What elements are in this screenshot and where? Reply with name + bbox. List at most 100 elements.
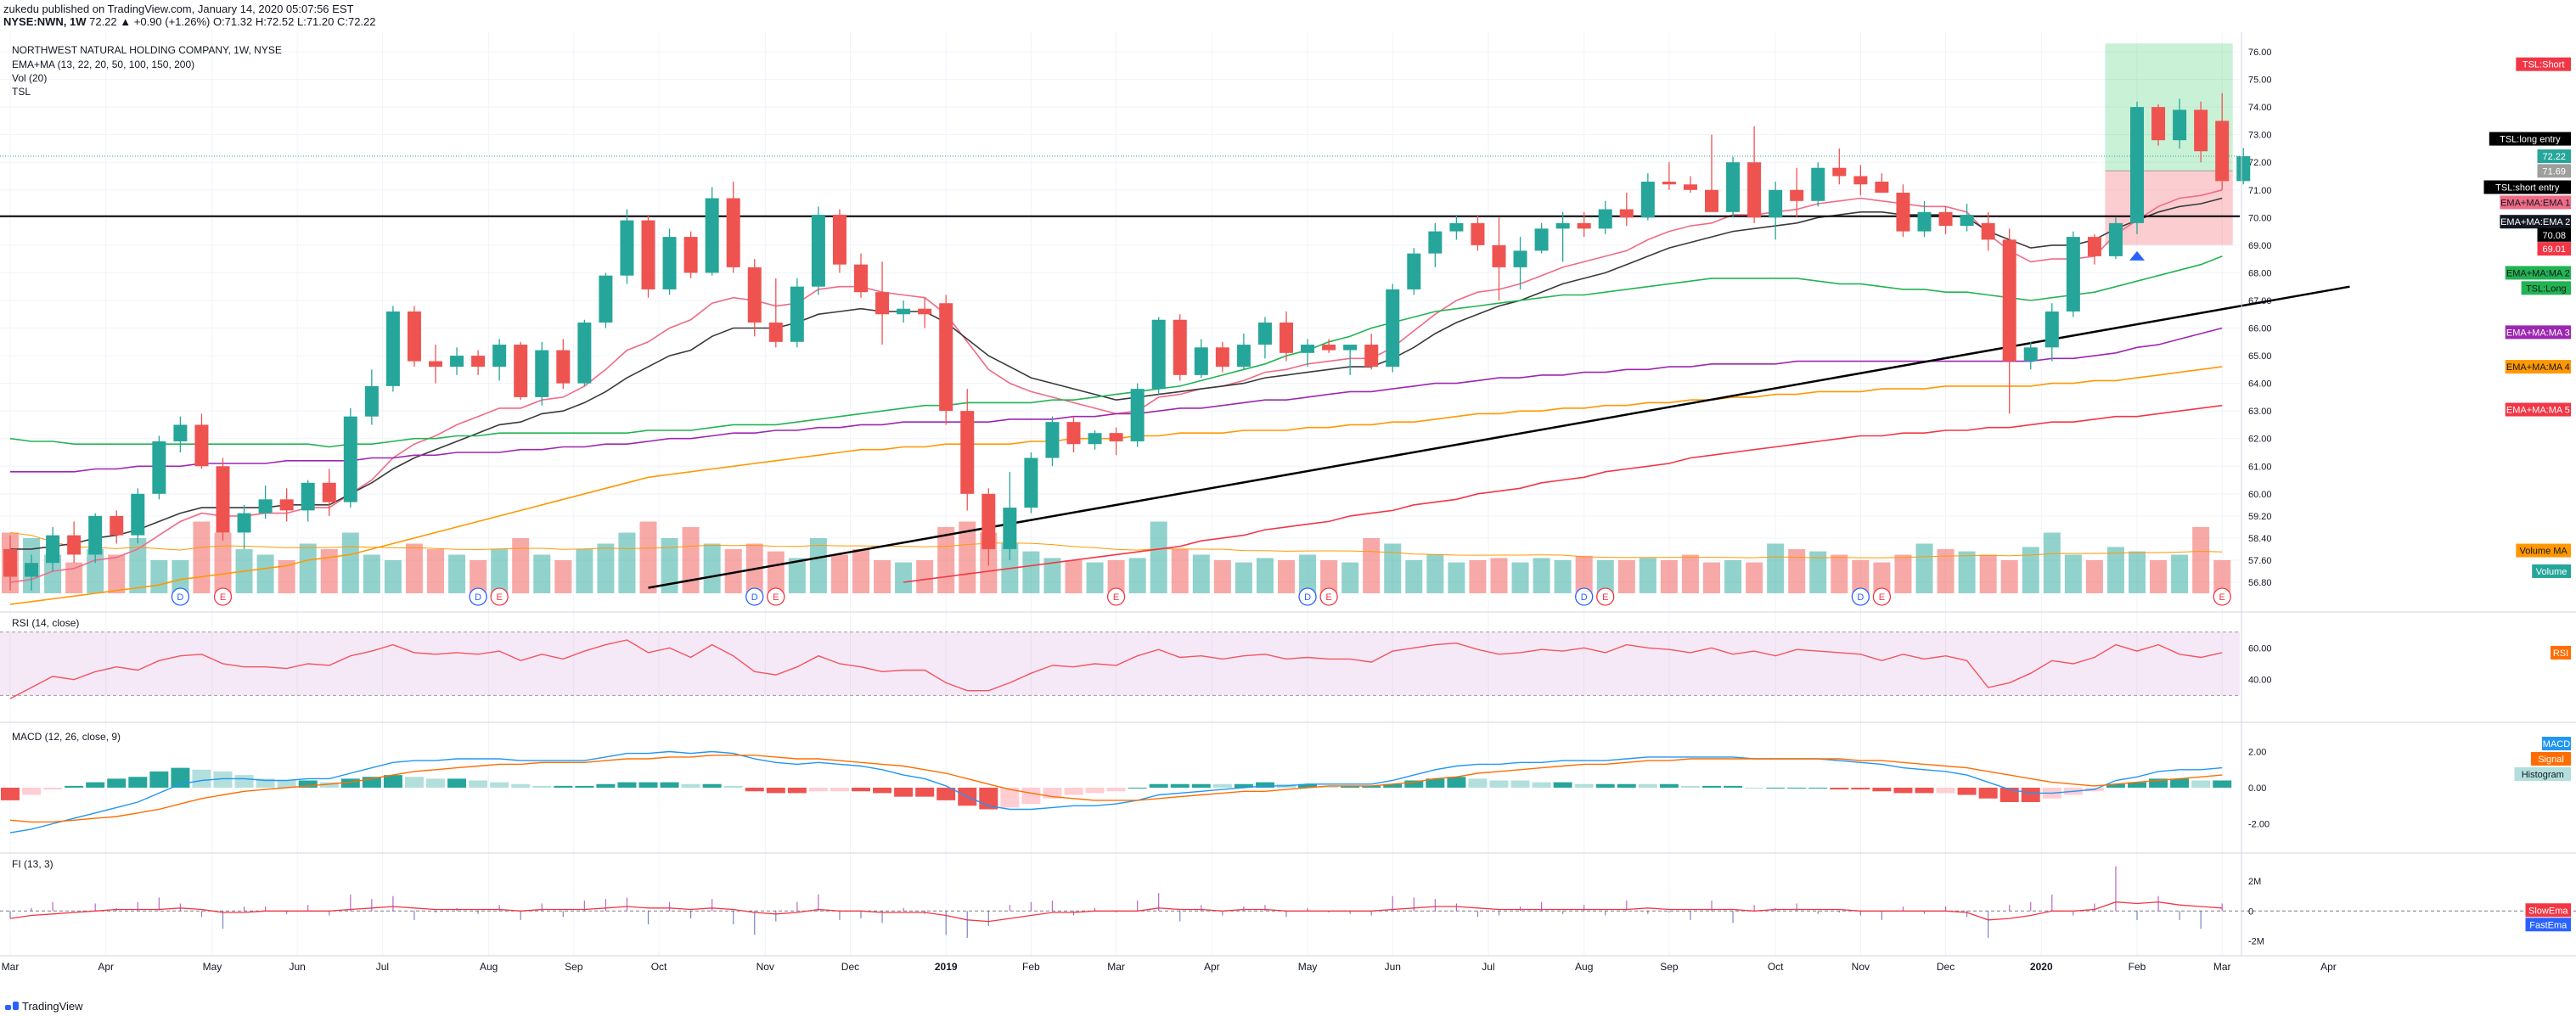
chart-title: NORTHWEST NATURAL HOLDING COMPANY, 1W, N… (12, 44, 282, 56)
candle-body (705, 198, 719, 273)
price-tag-bg (2537, 149, 2571, 164)
volume-bar (2106, 547, 2124, 593)
fi-tag-bg (2525, 918, 2571, 932)
candle-body (1088, 433, 1102, 445)
price-tick-label: 75.00 (2248, 76, 2272, 86)
price-tag-bg (2521, 281, 2571, 295)
volume-bar (512, 538, 530, 593)
price-tick-label: 69.00 (2248, 241, 2272, 251)
price-tag-bg (2516, 543, 2571, 558)
candle-body (1194, 347, 1208, 375)
price-tick-label: 73.00 (2248, 131, 2272, 141)
price-tag-label: Volume MA (2520, 547, 2568, 557)
price-tag-label: EMA+MA:EMA 1 (2500, 198, 2570, 208)
symbol[interactable]: NYSE:NWN, 1W (3, 15, 87, 28)
event-marker-label: E (220, 592, 226, 603)
volume-bar (959, 521, 976, 593)
rsi-tick-label: 60.00 (2248, 643, 2272, 654)
volume-bar (363, 554, 380, 593)
volume-bar (1617, 560, 1635, 593)
earnings-marker-icon (1106, 587, 1126, 606)
fi-tick-label: -2M (2248, 936, 2264, 946)
macd-histogram-bar (1638, 783, 1657, 788)
price-tag-label: EMA+MA:EMA 2 (2500, 217, 2570, 227)
event-marker-label: D (1304, 592, 1311, 603)
macd-histogram-bar (1191, 783, 1211, 788)
macd-histogram-bar (1830, 788, 1849, 790)
macd-histogram-bar (1510, 780, 1530, 788)
dividend-marker-icon (745, 587, 764, 606)
volume-bar (1086, 562, 1104, 593)
price-tick-label: 56.80 (2248, 578, 2272, 588)
macd-histogram-bar (638, 782, 658, 788)
volume-bar (1065, 560, 1083, 593)
macd-histogram-bar (447, 778, 467, 788)
volume-bar (1405, 560, 1423, 593)
volume-bar (874, 560, 891, 593)
macd-histogram-bar (2128, 782, 2146, 788)
macd-histogram-bar (192, 769, 211, 788)
candle-body (343, 416, 357, 502)
candle-body (577, 323, 592, 384)
event-marker-label: E (496, 592, 502, 603)
earnings-marker-icon (1319, 587, 1338, 606)
volume-bar (1043, 558, 1061, 593)
price-tick-label: 71.00 (2248, 186, 2272, 196)
price-tag-label: TSL:long entry (2500, 135, 2561, 145)
volume-bar (44, 554, 62, 593)
price-tag-label: TSL:Short (2523, 60, 2565, 70)
volume-bar (193, 521, 211, 593)
macd-histogram-bar (1362, 785, 1381, 788)
price-tag-bg (2532, 564, 2571, 578)
candle-body (258, 499, 273, 514)
time-axis-label: Jul (1482, 961, 1494, 973)
macd-histogram-bar (1766, 788, 1786, 789)
candle-body (1747, 162, 1762, 218)
ma-line-ema-ma-ma-5 (903, 404, 2223, 583)
candle-body (1811, 167, 1825, 201)
macd-tick-label: -2.00 (2248, 820, 2269, 830)
candle-body (1343, 345, 1358, 351)
volume-bar (2043, 532, 2061, 593)
price-tick-label: 74.00 (2248, 103, 2272, 113)
volume-bar (1767, 543, 1785, 593)
price-tick-label: 76.00 (2248, 48, 2272, 58)
macd-histogram-bar (1574, 783, 1594, 788)
event-marker-label: D (177, 592, 183, 603)
time-axis-label: Sep (1660, 961, 1679, 973)
macd-histogram-bar (107, 778, 127, 788)
rsi-label: RSI (14, close) (12, 617, 79, 629)
time-axis-label: Mar (1107, 961, 1125, 973)
candle-body (1066, 422, 1081, 445)
price-tag-bg (2516, 57, 2571, 71)
time-axis-label: Apr (98, 961, 114, 973)
volume-bar (1490, 558, 1508, 593)
candle-body (811, 215, 825, 287)
candle-body (1917, 211, 1932, 232)
candle-body (1513, 250, 1527, 267)
macd-histogram-bar (808, 788, 828, 792)
candle-body (322, 482, 336, 502)
price-tag-bg (2489, 132, 2571, 146)
candle-body (131, 493, 145, 536)
symbol-line: NYSE:NWN, 1W 72.22 ▲ +0.90 (+1.26%) O:71… (3, 15, 376, 28)
candle-body (918, 308, 932, 315)
volume-bar (1533, 558, 1550, 593)
macd-histogram-bar (1787, 788, 1807, 789)
chart-area[interactable]: 76.00 75.00 74.00 73.00 72.00 71.00 70.00 69.00… (0, 32, 2576, 1000)
volume-bar (1426, 554, 1444, 593)
macd-histogram-bar (2170, 778, 2190, 788)
candle-body (1471, 222, 1485, 245)
volume-bar (1341, 562, 1359, 593)
price-tag-bg (2505, 266, 2571, 280)
candle-body (2002, 239, 2016, 362)
price-tick-label: 63.00 (2248, 407, 2272, 417)
volume-bar (65, 562, 83, 593)
macd-histogram-bar (723, 785, 743, 788)
macd-histogram-bar (1702, 785, 1721, 788)
volume-bar (639, 521, 657, 593)
candle-body (1853, 176, 1868, 185)
price-tick-label: 70.00 (2248, 213, 2272, 223)
volume-bar (1363, 538, 1381, 593)
volume-bar (576, 549, 593, 593)
